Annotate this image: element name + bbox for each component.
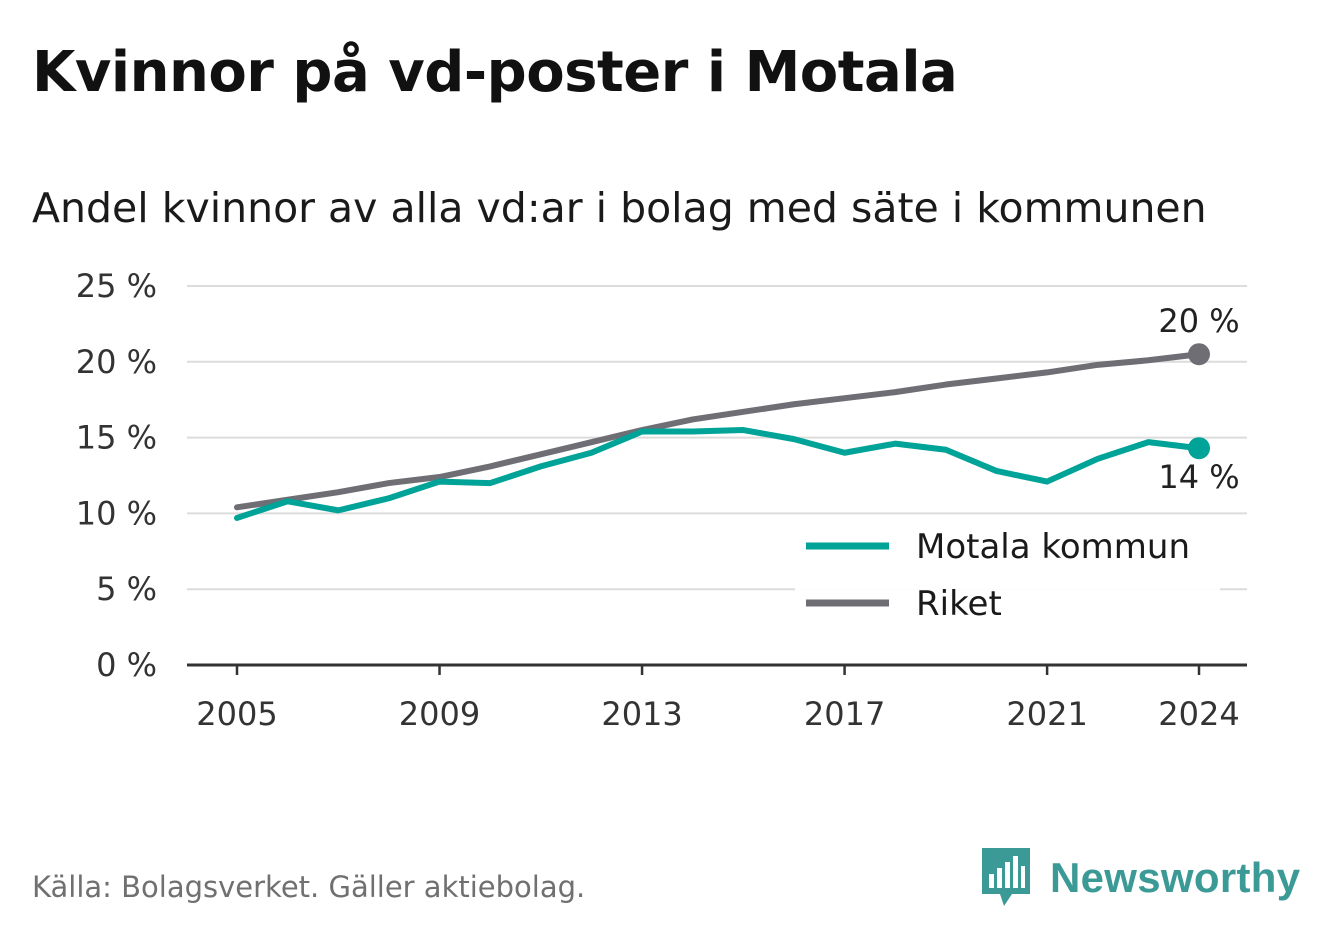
chart-subtitle: Andel kvinnor av alla vd:ar i bolag med … [32, 184, 1207, 232]
y-tick-label: 10 % [76, 494, 157, 532]
gridlines [187, 285, 1247, 591]
x-tick-label: 2024 [1158, 695, 1239, 733]
x-tick-label: 2021 [1006, 695, 1087, 733]
y-tick-label: 20 % [76, 343, 157, 381]
source-note: Källa: Bolagsverket. Gäller aktiebolag. [32, 870, 586, 904]
y-tick-label: 5 % [96, 570, 157, 608]
end-labels: 20 % 14 % [1158, 302, 1239, 496]
newsworthy-logo-icon [982, 848, 1030, 906]
legend-label: Motala kommun [916, 527, 1190, 567]
x-tick-label: 2005 [196, 695, 277, 733]
x-tick-label: 2009 [399, 695, 480, 733]
x-axis-ticks: 2005 2009 2013 2017 2021 2024 [196, 665, 1240, 733]
chart-title: Kvinnor på vd-poster i Motala [32, 40, 958, 105]
legend: Motala kommun Riket [795, 516, 1220, 636]
series-end-label: 20 % [1158, 302, 1239, 340]
series-end-marker [1188, 343, 1210, 366]
series-end-label: 14 % [1158, 458, 1239, 496]
brand-name: Newsworthy [1050, 854, 1301, 901]
line-chart: 0 %5 %10 %15 %20 %25 % 2005 2009 2013 2017 2… [76, 267, 1247, 733]
legend-label: Riket [916, 584, 1002, 624]
brand: Newsworthy [982, 848, 1300, 908]
y-tick-label: 0 % [96, 646, 157, 684]
series-group [234, 343, 1210, 521]
series-line [234, 351, 1202, 511]
y-tick-label: 25 % [76, 267, 157, 305]
x-tick-label: 2013 [601, 695, 682, 733]
y-tick-label: 15 % [76, 419, 157, 457]
x-tick-label: 2017 [804, 695, 885, 733]
series-line [234, 427, 1202, 521]
legend-background [795, 516, 1220, 636]
y-axis-ticks: 0 % 5 % 10 % 15 % 20 % 25 % [76, 267, 157, 684]
series-end-marker [1188, 437, 1210, 460]
